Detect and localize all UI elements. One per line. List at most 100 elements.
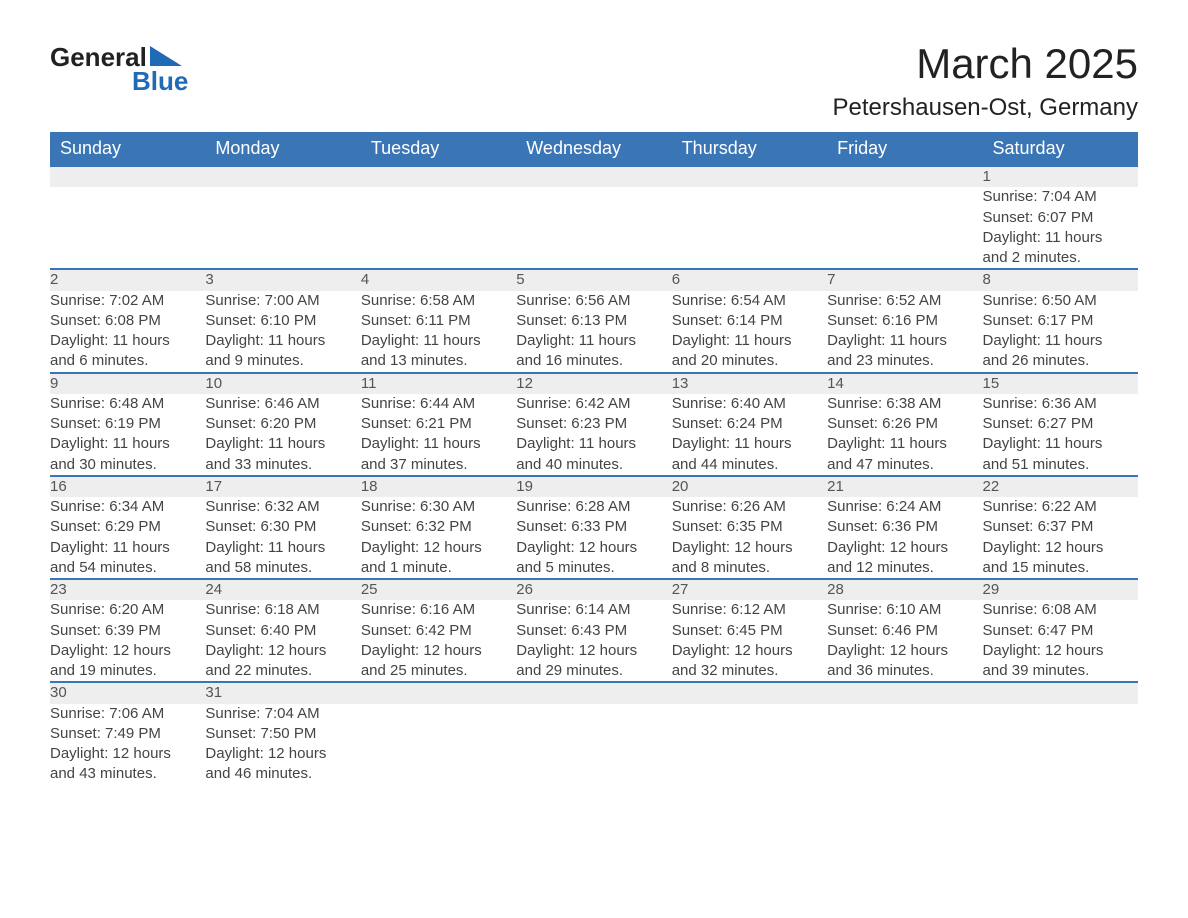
day-detail-line: Sunset: 7:49 PM [50,724,205,744]
day-details: Sunrise: 7:00 AMSunset: 6:10 PMDaylight:… [205,291,360,373]
day-details [361,704,516,785]
day-number: 23 [50,579,205,600]
day-details: Sunrise: 6:58 AMSunset: 6:11 PMDaylight:… [361,291,516,373]
day-detail-line: Sunset: 6:20 PM [205,414,360,434]
day-detail-line: Sunset: 6:16 PM [827,311,982,331]
day-number: 25 [361,579,516,600]
day-detail-line: Daylight: 12 hours [672,641,827,661]
week-detail-row: Sunrise: 6:20 AMSunset: 6:39 PMDaylight:… [50,600,1138,682]
day-detail-line: Daylight: 11 hours [983,228,1138,248]
day-number: 30 [50,682,205,703]
weekday-header: Thursday [672,132,827,166]
day-number: 14 [827,373,982,394]
day-details: Sunrise: 6:34 AMSunset: 6:29 PMDaylight:… [50,497,205,579]
calendar-header-row: Sunday Monday Tuesday Wednesday Thursday… [50,132,1138,166]
day-detail-line: Sunrise: 7:00 AM [205,291,360,311]
day-detail-line: Daylight: 12 hours [50,744,205,764]
day-details: Sunrise: 6:20 AMSunset: 6:39 PMDaylight:… [50,600,205,682]
day-details: Sunrise: 7:04 AMSunset: 7:50 PMDaylight:… [205,704,360,785]
day-details: Sunrise: 7:04 AMSunset: 6:07 PMDaylight:… [983,187,1138,269]
day-details [205,187,360,269]
week-detail-row: Sunrise: 6:48 AMSunset: 6:19 PMDaylight:… [50,394,1138,476]
day-details [50,187,205,269]
week-daynum-row: 2345678 [50,269,1138,290]
day-detail-line: Sunset: 6:36 PM [827,517,982,537]
day-detail-line: and 32 minutes. [672,661,827,681]
page-header: General Blue March 2025 Petershausen-Ost… [50,40,1138,122]
day-detail-line: Sunset: 6:17 PM [983,311,1138,331]
day-details: Sunrise: 7:06 AMSunset: 7:49 PMDaylight:… [50,704,205,785]
day-detail-line: Daylight: 11 hours [983,434,1138,454]
day-detail-line: Sunrise: 6:14 AM [516,600,671,620]
calendar-table: Sunday Monday Tuesday Wednesday Thursday… [50,132,1138,785]
day-details: Sunrise: 6:32 AMSunset: 6:30 PMDaylight:… [205,497,360,579]
day-details: Sunrise: 6:54 AMSunset: 6:14 PMDaylight:… [672,291,827,373]
day-detail-line: Sunrise: 6:20 AM [50,600,205,620]
day-number: 1 [983,166,1138,187]
day-detail-line: and 58 minutes. [205,558,360,578]
day-detail-line: Daylight: 12 hours [361,641,516,661]
day-detail-line: Sunset: 6:10 PM [205,311,360,331]
day-details: Sunrise: 6:18 AMSunset: 6:40 PMDaylight:… [205,600,360,682]
day-detail-line: Sunrise: 6:12 AM [672,600,827,620]
day-detail-line: and 37 minutes. [361,455,516,475]
day-number [50,166,205,187]
day-detail-line: Sunrise: 6:46 AM [205,394,360,414]
day-detail-line: and 51 minutes. [983,455,1138,475]
day-detail-line: Sunrise: 6:24 AM [827,497,982,517]
day-detail-line: Sunrise: 6:34 AM [50,497,205,517]
day-detail-line: Sunset: 6:23 PM [516,414,671,434]
week-daynum-row: 3031 [50,682,1138,703]
day-detail-line: Sunrise: 6:38 AM [827,394,982,414]
logo-word2: Blue [132,66,188,96]
day-detail-line: and 9 minutes. [205,351,360,371]
day-number [672,682,827,703]
day-detail-line: Sunset: 6:40 PM [205,621,360,641]
day-detail-line: Daylight: 11 hours [672,331,827,351]
day-details: Sunrise: 6:10 AMSunset: 6:46 PMDaylight:… [827,600,982,682]
day-details: Sunrise: 6:38 AMSunset: 6:26 PMDaylight:… [827,394,982,476]
day-number: 18 [361,476,516,497]
day-detail-line: Sunset: 6:08 PM [50,311,205,331]
day-detail-line: and 29 minutes. [516,661,671,681]
day-details [516,704,671,785]
day-details: Sunrise: 6:36 AMSunset: 6:27 PMDaylight:… [983,394,1138,476]
day-detail-line: Sunrise: 6:40 AM [672,394,827,414]
day-number [516,682,671,703]
day-detail-line: Sunset: 6:21 PM [361,414,516,434]
day-number: 26 [516,579,671,600]
day-detail-line: and 6 minutes. [50,351,205,371]
day-detail-line: Sunset: 6:46 PM [827,621,982,641]
day-detail-line: and 25 minutes. [361,661,516,681]
day-detail-line: Daylight: 11 hours [361,331,516,351]
day-detail-line: Sunrise: 6:08 AM [983,600,1138,620]
day-detail-line: Sunset: 6:26 PM [827,414,982,434]
day-number [827,682,982,703]
day-number: 17 [205,476,360,497]
day-details [672,187,827,269]
weekday-header: Friday [827,132,982,166]
day-detail-line: Daylight: 12 hours [827,641,982,661]
day-detail-line: Sunset: 6:37 PM [983,517,1138,537]
calendar-body: 1Sunrise: 7:04 AMSunset: 6:07 PMDaylight… [50,166,1138,785]
day-detail-line: and 13 minutes. [361,351,516,371]
day-detail-line: and 15 minutes. [983,558,1138,578]
day-number: 21 [827,476,982,497]
day-detail-line: Sunset: 6:13 PM [516,311,671,331]
day-detail-line: Sunrise: 6:54 AM [672,291,827,311]
day-detail-line: Sunset: 6:11 PM [361,311,516,331]
day-details: Sunrise: 6:30 AMSunset: 6:32 PMDaylight:… [361,497,516,579]
day-detail-line: Sunset: 6:35 PM [672,517,827,537]
day-number [983,682,1138,703]
day-details: Sunrise: 6:40 AMSunset: 6:24 PMDaylight:… [672,394,827,476]
day-detail-line: Sunrise: 7:04 AM [983,187,1138,207]
day-detail-line: and 8 minutes. [672,558,827,578]
week-daynum-row: 23242526272829 [50,579,1138,600]
day-details: Sunrise: 6:44 AMSunset: 6:21 PMDaylight:… [361,394,516,476]
day-number: 5 [516,269,671,290]
day-detail-line: Sunset: 6:14 PM [672,311,827,331]
day-detail-line: Daylight: 12 hours [983,538,1138,558]
day-detail-line: Sunrise: 6:48 AM [50,394,205,414]
day-details: Sunrise: 6:12 AMSunset: 6:45 PMDaylight:… [672,600,827,682]
day-detail-line: Daylight: 11 hours [205,538,360,558]
